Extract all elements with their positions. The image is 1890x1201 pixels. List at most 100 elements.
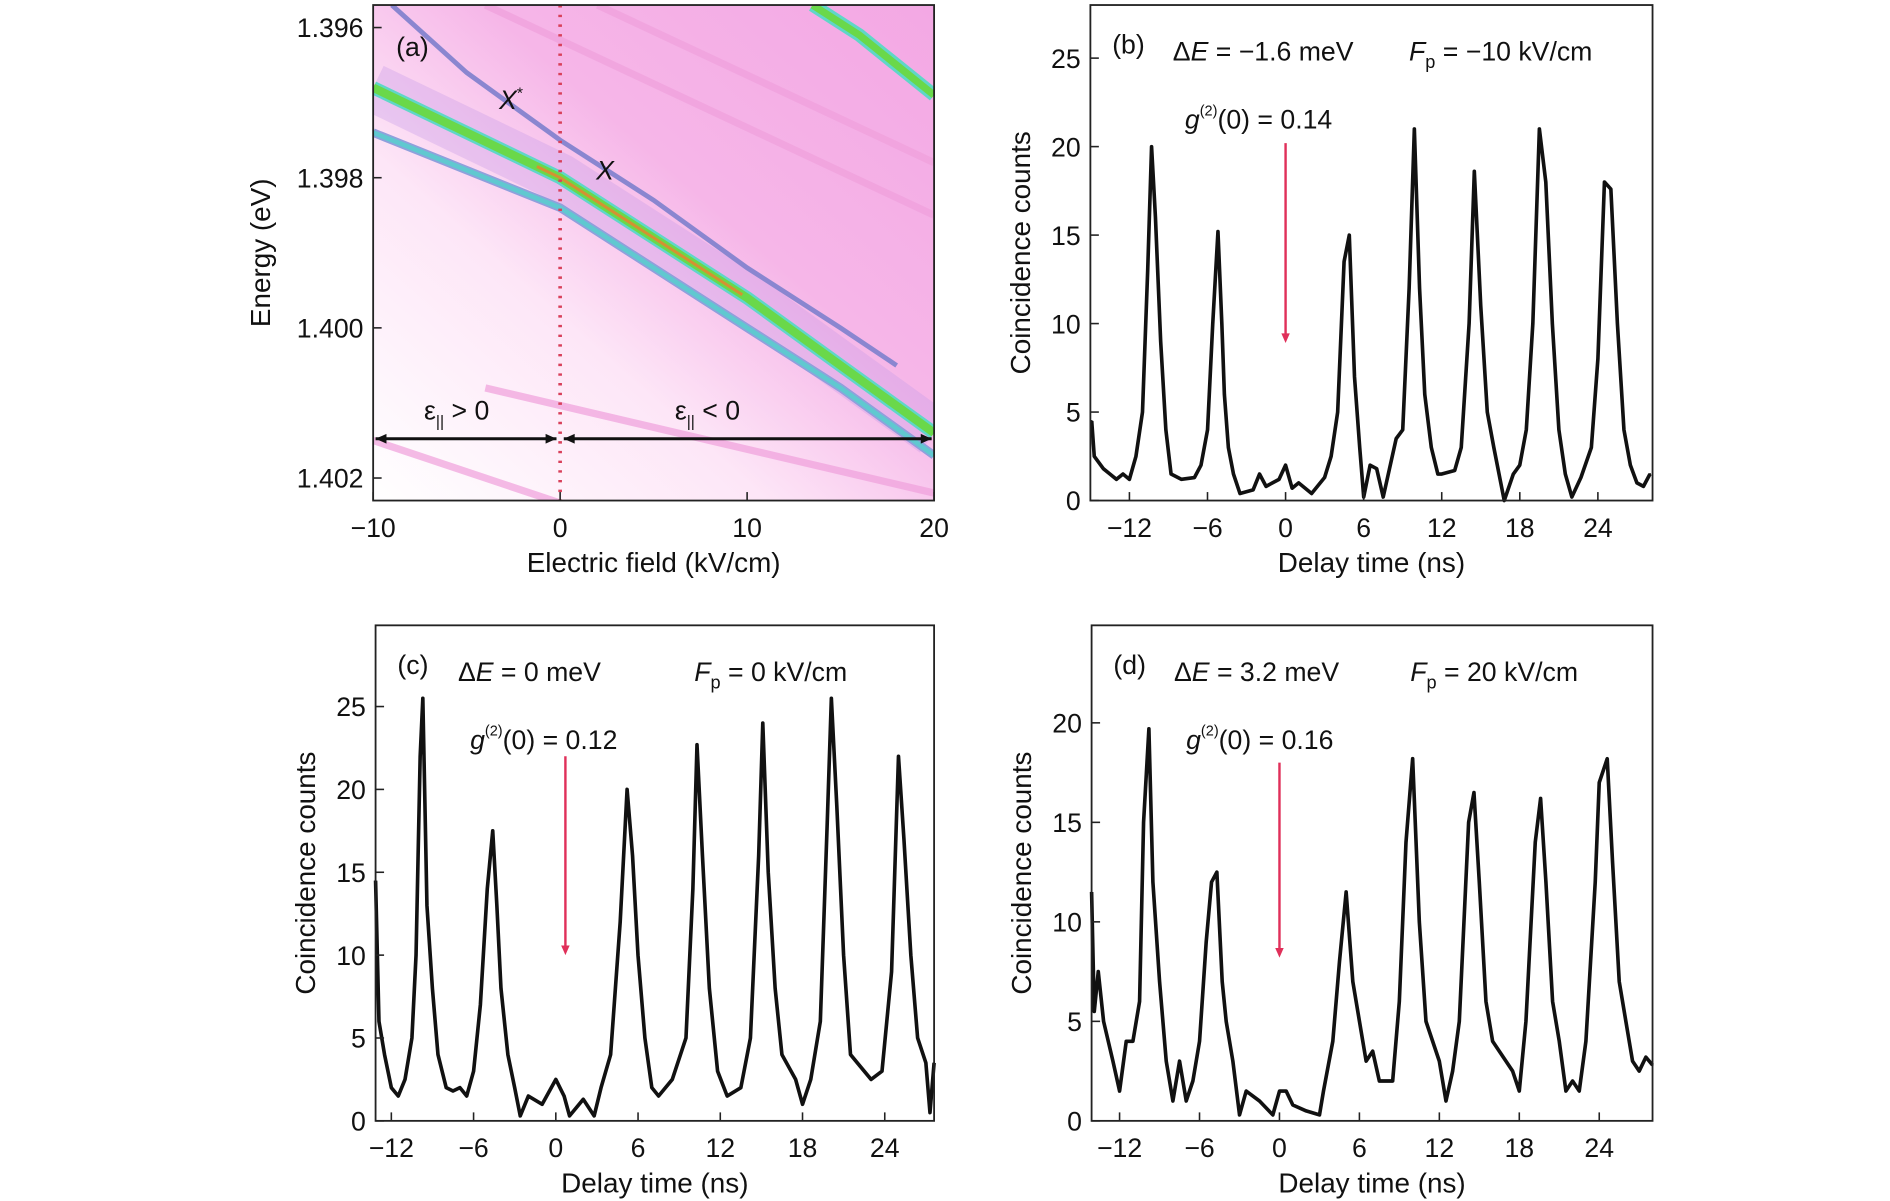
data-point: [716, 1070, 719, 1073]
data-point: [1644, 1056, 1647, 1059]
epsilon: ε: [424, 395, 436, 425]
data-point: [1200, 464, 1202, 467]
data-point: [1425, 1020, 1427, 1023]
data-point: [1170, 473, 1173, 475]
data-point: [472, 1070, 475, 1073]
panel-a: (a)X*Xε|| > 0 ε|| < 0−10 0 10 201.3961.3981.…: [245, 4, 949, 578]
data-point: [1154, 216, 1157, 219]
data-point: [701, 854, 704, 857]
x-tick-label: −6: [458, 1133, 488, 1163]
data-point: [856, 1061, 859, 1064]
data-point: [1278, 478, 1280, 481]
x-tick-label: 18: [1504, 1133, 1534, 1163]
heatmap-lines: [373, 5, 935, 501]
field-value: = −10 kV/cm: [1435, 37, 1592, 67]
data-point: [500, 987, 502, 990]
g2-var: g: [1186, 725, 1201, 755]
data-point: [1093, 455, 1096, 458]
data-point: [643, 1037, 646, 1039]
fp-annotation: Fp = −10 kV/cm: [1409, 37, 1592, 72]
data-point: [519, 1114, 522, 1117]
data-point: [1147, 727, 1150, 730]
x-tick-label: 24: [870, 1133, 900, 1163]
data-point: [609, 1053, 612, 1056]
data-point: [1418, 287, 1421, 290]
x-axis-title: Delay time (ns): [561, 1167, 748, 1198]
data-point: [1436, 473, 1439, 475]
data-point: [1431, 1040, 1434, 1043]
data-point: [425, 904, 428, 907]
data-point: [1336, 411, 1339, 414]
data-point: [761, 722, 764, 725]
data-point: [1225, 1020, 1228, 1023]
data-point: [1331, 1040, 1334, 1043]
data-point: [767, 871, 770, 874]
delta-symbol: Δ: [1174, 657, 1192, 687]
data-point: [1638, 1070, 1641, 1073]
data-point: [1345, 891, 1348, 893]
plot-frame: [1090, 624, 1654, 1122]
data-point: [1622, 428, 1625, 431]
panel-label: (d): [1113, 650, 1146, 680]
data-point: [1492, 446, 1495, 449]
coincidence-trace: [1089, 726, 1654, 1117]
data-point: [421, 697, 424, 700]
data-point: [1618, 980, 1621, 983]
data-point: [1418, 920, 1421, 923]
plot-frame: [372, 4, 936, 502]
arrowhead-left: [375, 433, 387, 444]
data-point: [1486, 411, 1489, 414]
data-point: [696, 743, 698, 746]
data-point: [1159, 340, 1162, 343]
data-point: [1584, 1040, 1587, 1043]
data-point: [739, 1086, 742, 1089]
zero-delay-arrowhead: [1281, 333, 1290, 344]
x-axis-title: Delay time (ns): [1278, 547, 1465, 578]
data-point: [1413, 128, 1416, 130]
data-point: [1191, 1080, 1194, 1082]
data-point: [1369, 464, 1372, 467]
data-point: [1571, 1080, 1574, 1082]
data-point: [563, 1095, 566, 1097]
data-point: [1238, 1113, 1241, 1116]
data-point: [1531, 322, 1534, 325]
data-point: [1534, 841, 1537, 844]
x-tick-label: 0: [553, 513, 568, 543]
g2-sup: (2): [485, 724, 503, 740]
x-tick-label: 24: [1583, 513, 1613, 543]
x-tick-label: 6: [1352, 1133, 1367, 1163]
data-point: [1491, 1040, 1494, 1043]
x-tick-label: 0: [548, 1133, 563, 1163]
y-axis-title: Coincidence counts: [1005, 131, 1036, 374]
data-point: [1590, 446, 1593, 449]
delta-symbol: Δ: [1173, 37, 1191, 67]
data-point: [458, 1086, 461, 1089]
delta-symbol: Δ: [458, 657, 476, 687]
data-point: [419, 755, 422, 758]
data-point: [1598, 781, 1601, 784]
data-point: [1479, 304, 1482, 307]
field-value: = 0 kV/cm: [721, 657, 848, 687]
data-point: [1616, 322, 1619, 325]
data-point: [1398, 1000, 1401, 1003]
data-point: [757, 854, 760, 857]
data-point: [1611, 861, 1614, 864]
data-point: [1458, 1020, 1461, 1023]
data-point: [513, 1086, 516, 1089]
data-point: [486, 887, 489, 890]
y-tick-label: 1.398: [297, 163, 364, 193]
data-point: [1423, 393, 1426, 396]
panel-c: (c) ΔE = 0 meV Fp = 0 kV/cm g(2)(0) = 0.12 −…: [290, 624, 936, 1198]
data-point: [685, 1037, 687, 1039]
data-point: [708, 987, 711, 990]
zero-delay-arrowhead: [1275, 947, 1284, 958]
data-point: [1518, 464, 1521, 467]
data-point: [631, 854, 634, 857]
data-point: [691, 887, 694, 890]
data-point: [924, 1061, 927, 1064]
strain-negative-label: ε|| < 0: [675, 395, 740, 430]
data-point: [1484, 1000, 1487, 1003]
data-point: [1453, 469, 1456, 472]
x-tick-label: 0: [1272, 1133, 1287, 1163]
data-point: [650, 1086, 653, 1089]
